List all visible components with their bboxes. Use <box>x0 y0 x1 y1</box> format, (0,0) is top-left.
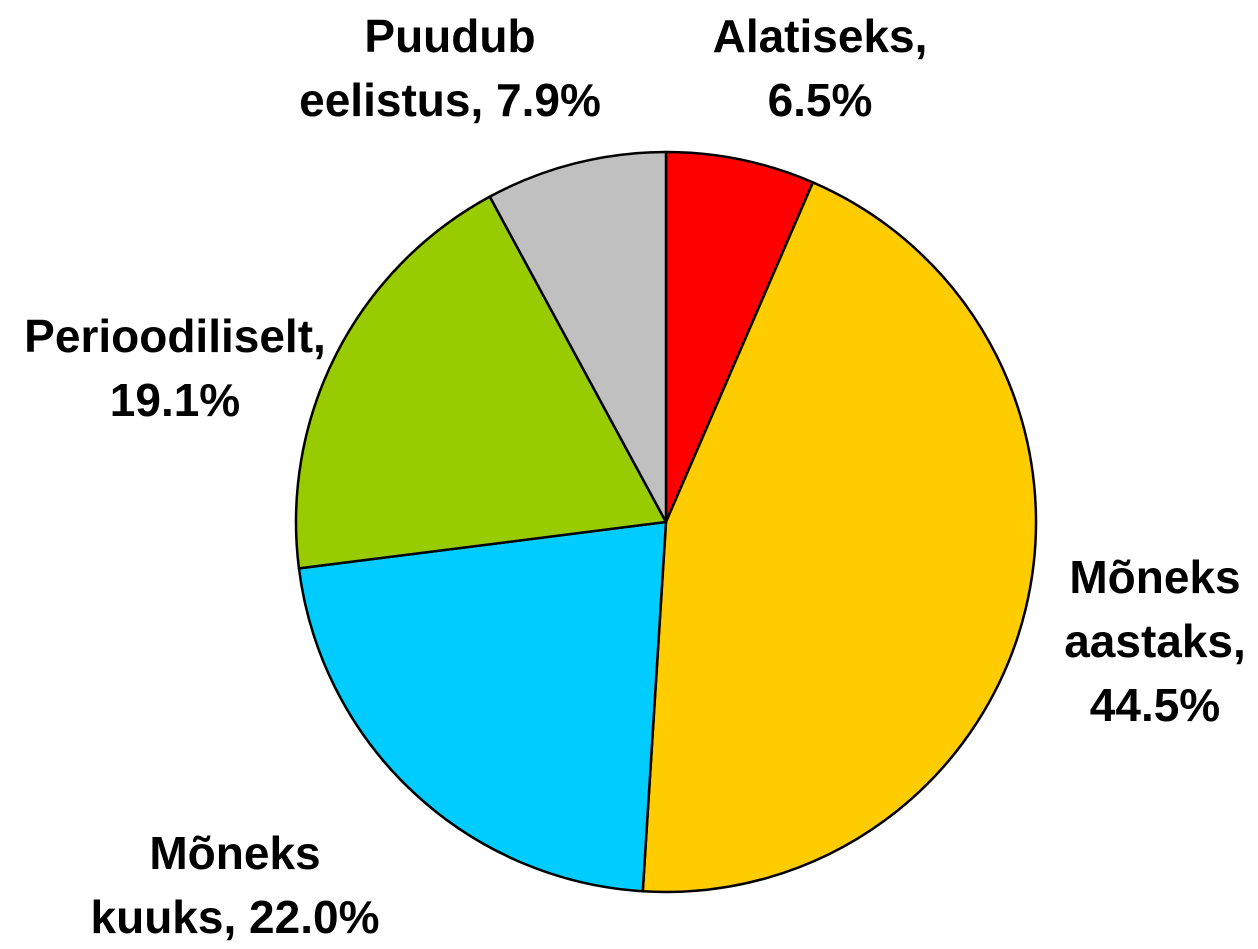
pie-slice <box>488 150 668 524</box>
pie-slice <box>641 181 1038 894</box>
slice-label: Alatiseks, 6.5% <box>712 10 928 126</box>
slice-label: Perioodiliselt, 19.1% <box>24 310 326 426</box>
pie-slice <box>664 150 815 524</box>
slice-label: Mõneks aastaks, 44.5% <box>1064 551 1246 731</box>
pie-slice <box>294 195 668 570</box>
pie-slice <box>297 520 668 893</box>
slice-label: Puudub eelistus, 7.9% <box>299 10 601 126</box>
slice-label: Mõneks kuuks, 22.0% <box>90 827 380 943</box>
